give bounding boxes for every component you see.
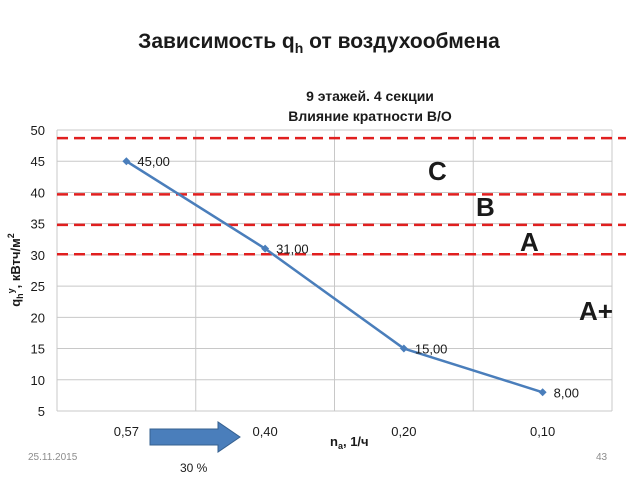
x-tick-labels: 0,57 0,40 0,20 0,10 — [114, 424, 556, 439]
y-axis-label-main: q — [8, 299, 23, 307]
y-tick-label: 15 — [31, 342, 45, 357]
y-tick-label: 20 — [31, 310, 45, 325]
y-axis-label-sub: h — [15, 293, 25, 299]
slide-title-subscript: h — [294, 40, 304, 57]
x-axis-label: na, 1/ч — [330, 434, 369, 451]
series-group: 45,00 31,00 15,00 8,00 — [122, 154, 579, 400]
y-tick-label: 25 — [31, 279, 45, 294]
chart-title-line1: 9 этажей. 4 секции — [306, 88, 434, 104]
energy-class-label: A — [520, 227, 539, 257]
series-line — [125, 160, 544, 394]
energy-class-labels: CBA A+ — [428, 156, 613, 326]
data-point — [122, 157, 131, 166]
x-axis-label-sub: a — [338, 441, 344, 451]
y-axis-label-unit: , кВтч/м — [8, 238, 23, 288]
x-axis-label-main: n — [330, 434, 338, 449]
y-tick-label: 30 — [31, 248, 45, 263]
reduction-arrow — [149, 421, 241, 453]
reduction-label: 30 % — [180, 461, 208, 475]
data-label: 45,00 — [137, 154, 170, 169]
x-tick-label: 0,10 — [530, 424, 555, 439]
chart-title-line2: Влияние кратности В/О — [288, 108, 452, 124]
y-axis-label: qhу, кВтч/м2 — [6, 233, 25, 307]
page-number: 43 — [596, 452, 608, 463]
slide-title-rest: от воздухообмена — [303, 30, 500, 53]
energy-class-label: A+ — [579, 296, 613, 326]
threshold-lines — [57, 136, 626, 256]
data-label: 8,00 — [554, 385, 579, 400]
data-label: 31,00 — [276, 242, 309, 257]
y-tick-label: 35 — [31, 217, 45, 232]
y-tick-label: 10 — [31, 373, 45, 388]
x-axis-label-unit: , 1/ч — [343, 434, 369, 449]
x-tick-label: 0,20 — [391, 424, 416, 439]
data-point — [261, 244, 270, 253]
data-label: 15,00 — [415, 342, 448, 357]
slide-title-main: Зависимость q — [138, 30, 295, 53]
energy-class-label: B — [476, 192, 495, 222]
data-point — [399, 344, 408, 353]
y-tick-label: 40 — [31, 185, 45, 200]
x-tick-label: 0,57 — [114, 424, 139, 439]
y-tick-labels: 5 10 15 20 25 30 35 40 45 50 — [31, 123, 45, 419]
slide-title: Зависимость qh от воздухообмена — [0, 30, 638, 56]
y-tick-label: 5 — [38, 404, 45, 419]
y-tick-label: 50 — [31, 123, 45, 138]
x-tick-label: 0,40 — [252, 424, 277, 439]
energy-class-label: C — [428, 156, 447, 186]
gridlines — [56, 129, 613, 412]
y-axis-label-unit-sup: 2 — [6, 233, 16, 238]
y-tick-label: 45 — [31, 154, 45, 169]
footer-date: 25.11.2015 — [28, 452, 78, 463]
data-point — [538, 388, 547, 397]
y-axis-label-sup: у — [6, 288, 16, 293]
